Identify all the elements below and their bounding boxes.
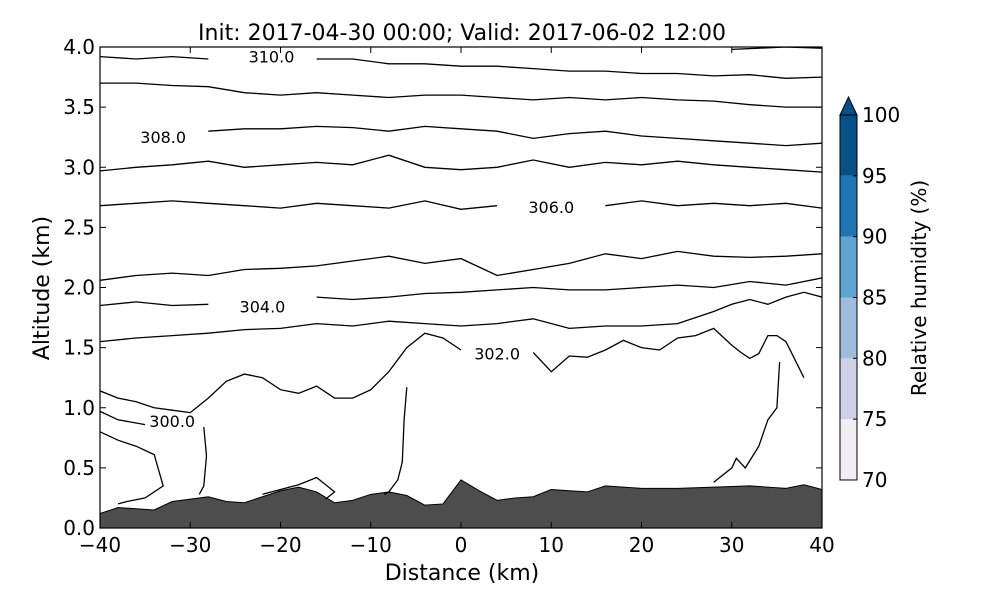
y-tick-label-3: 1.5 — [63, 336, 95, 360]
y-tick-label-1: 0.5 — [63, 456, 95, 480]
contour-label-6: 302.0 — [474, 345, 520, 364]
contour-line-5-0 — [713, 362, 781, 483]
x-tick-label-8: 40 — [809, 533, 834, 557]
x-tick-label-4: 0 — [455, 533, 468, 557]
contour-line-6-1 — [532, 327, 805, 378]
x-tick-label-0: −40 — [79, 533, 121, 557]
contour-label-12: 308.0 — [140, 128, 186, 147]
y-tick-label-4: 2.0 — [63, 276, 95, 300]
contour-label-10: 306.0 — [528, 198, 574, 217]
contour-line-8-0 — [100, 301, 209, 307]
terrain-area — [100, 479, 822, 528]
colorbar-tick-label-0: 70 — [862, 468, 887, 492]
contour-label-0: 300.0 — [149, 412, 195, 431]
contour-line-2-0 — [198, 426, 208, 495]
colorbar-tick-label-2: 80 — [862, 346, 887, 370]
x-axis-title: Distance (km) — [385, 561, 540, 586]
colorbar-segment-2 — [840, 297, 857, 359]
colorbar-tick-label-6: 100 — [862, 103, 900, 127]
y-tick-label-0: 0.0 — [63, 516, 95, 540]
x-tick-label-1: −30 — [169, 533, 211, 557]
contour-label-14: 310.0 — [249, 48, 295, 67]
contour-line-11-0 — [100, 154, 822, 173]
contour-label-8: 304.0 — [240, 298, 286, 317]
x-tick-label-6: 20 — [629, 533, 654, 557]
contour-line-13-0 — [100, 82, 822, 108]
colorbar-extend-arrow — [839, 95, 858, 116]
y-tick-label-6: 3.0 — [63, 155, 95, 179]
colorbar-segment-3 — [840, 236, 857, 298]
contour-line-10-1 — [605, 200, 822, 209]
contour-line-14-1 — [316, 58, 822, 79]
y-tick-label-5: 2.5 — [63, 215, 95, 239]
x-tick-label-3: −10 — [350, 533, 392, 557]
contour-line-12-0 — [208, 125, 822, 147]
colorbar-title: Relative humidity (%) — [907, 180, 931, 396]
colorbar: 70 75 80 85 90 95 100 — [839, 95, 900, 492]
contour-line-4-0 — [383, 387, 408, 495]
contour-line-6-0 — [100, 332, 462, 414]
colorbar-tick-label-1: 75 — [862, 407, 887, 431]
y-tick-label-7: 3.5 — [63, 95, 95, 119]
y-tick-label-8: 4.0 — [63, 35, 95, 59]
contour-line-3-0 — [262, 476, 336, 500]
y-tick-label-2: 1.0 — [63, 396, 95, 420]
colorbar-tick-label-4: 90 — [862, 225, 887, 249]
contour-line-8-1 — [316, 277, 822, 301]
colorbar-tick-label-3: 85 — [862, 286, 887, 310]
x-tick-label-5: 10 — [539, 533, 564, 557]
x-tick-label-2: −20 — [259, 533, 301, 557]
colorbar-segment-0 — [840, 419, 857, 480]
colorbar-segment-4 — [840, 175, 857, 237]
contour-line-1-0 — [100, 410, 146, 426]
colorbar-tick-label-5: 95 — [862, 164, 887, 188]
plot-inner: 300.0 302.0 304.0 306.0 308.0 310.0 — [100, 47, 822, 528]
y-axis-title: Altitude (km) — [30, 216, 55, 360]
contour-line-0-0 — [100, 431, 164, 505]
contour-line-10-0 — [100, 200, 498, 210]
colorbar-segment-5 — [840, 115, 857, 176]
chart-title: Init: 2017-04-30 00:00; Valid: 2017-06-0… — [198, 21, 726, 46]
x-tick-label-7: 30 — [719, 533, 744, 557]
contour-line-7-0 — [100, 291, 822, 343]
colorbar-segment-1 — [840, 358, 857, 420]
contour-line-9-0 — [100, 250, 822, 281]
contour-line-14-0 — [100, 55, 209, 60]
